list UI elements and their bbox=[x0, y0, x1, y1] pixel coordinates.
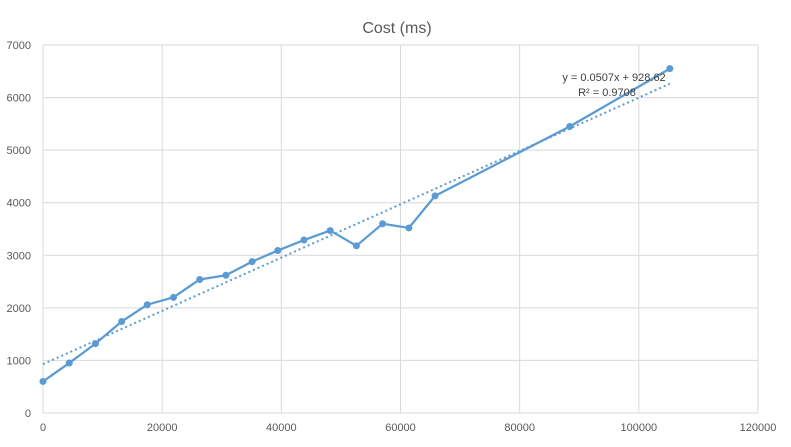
y-tick-label: 7000 bbox=[7, 40, 31, 52]
trendline-layer bbox=[42, 82, 671, 366]
y-tick-label: 1000 bbox=[7, 355, 31, 367]
series-layer bbox=[39, 65, 674, 385]
data-point bbox=[405, 224, 413, 232]
data-point bbox=[169, 293, 177, 301]
data-point bbox=[352, 242, 360, 250]
grid-layer bbox=[42, 44, 759, 414]
y-tick-label: 6000 bbox=[7, 93, 31, 105]
x-tick-label: 100000 bbox=[620, 422, 657, 434]
data-point bbox=[566, 122, 574, 130]
y-tick-label: 2000 bbox=[7, 303, 31, 315]
x-tick-label: 0 bbox=[40, 422, 46, 434]
x-tick-label: 60000 bbox=[385, 422, 416, 434]
trendline bbox=[42, 82, 671, 366]
x-tick-label: 20000 bbox=[147, 422, 178, 434]
data-point bbox=[379, 220, 387, 228]
data-point bbox=[326, 227, 334, 235]
y-tick-label: 5000 bbox=[7, 145, 31, 157]
data-point bbox=[65, 359, 73, 367]
data-point bbox=[118, 318, 126, 326]
data-point bbox=[143, 301, 151, 309]
data-point bbox=[431, 192, 439, 200]
data-point bbox=[222, 271, 230, 279]
data-point bbox=[248, 258, 256, 266]
y-tick-label: 4000 bbox=[7, 198, 31, 210]
data-point bbox=[196, 275, 204, 283]
data-point bbox=[300, 236, 308, 244]
y-tick-label: 0 bbox=[25, 408, 31, 420]
axis-labels-layer: 0 1000 2000 3000 4000 5000 6000 7000 0 20000 40000… bbox=[7, 40, 777, 434]
chart-title: Cost (ms) bbox=[362, 20, 431, 37]
data-point bbox=[39, 377, 47, 385]
trendline-r-squared: R² = 0.9708 bbox=[578, 87, 636, 99]
data-point bbox=[274, 247, 282, 255]
data-point bbox=[666, 65, 674, 73]
y-tick-label: 3000 bbox=[7, 250, 31, 262]
x-tick-label: 120000 bbox=[740, 422, 777, 434]
x-tick-label: 40000 bbox=[266, 422, 297, 434]
trendline-equation: y = 0.0507x + 928.62 bbox=[562, 72, 665, 84]
data-point bbox=[91, 340, 99, 348]
series-line bbox=[42, 67, 671, 383]
x-tick-label: 80000 bbox=[504, 422, 535, 434]
